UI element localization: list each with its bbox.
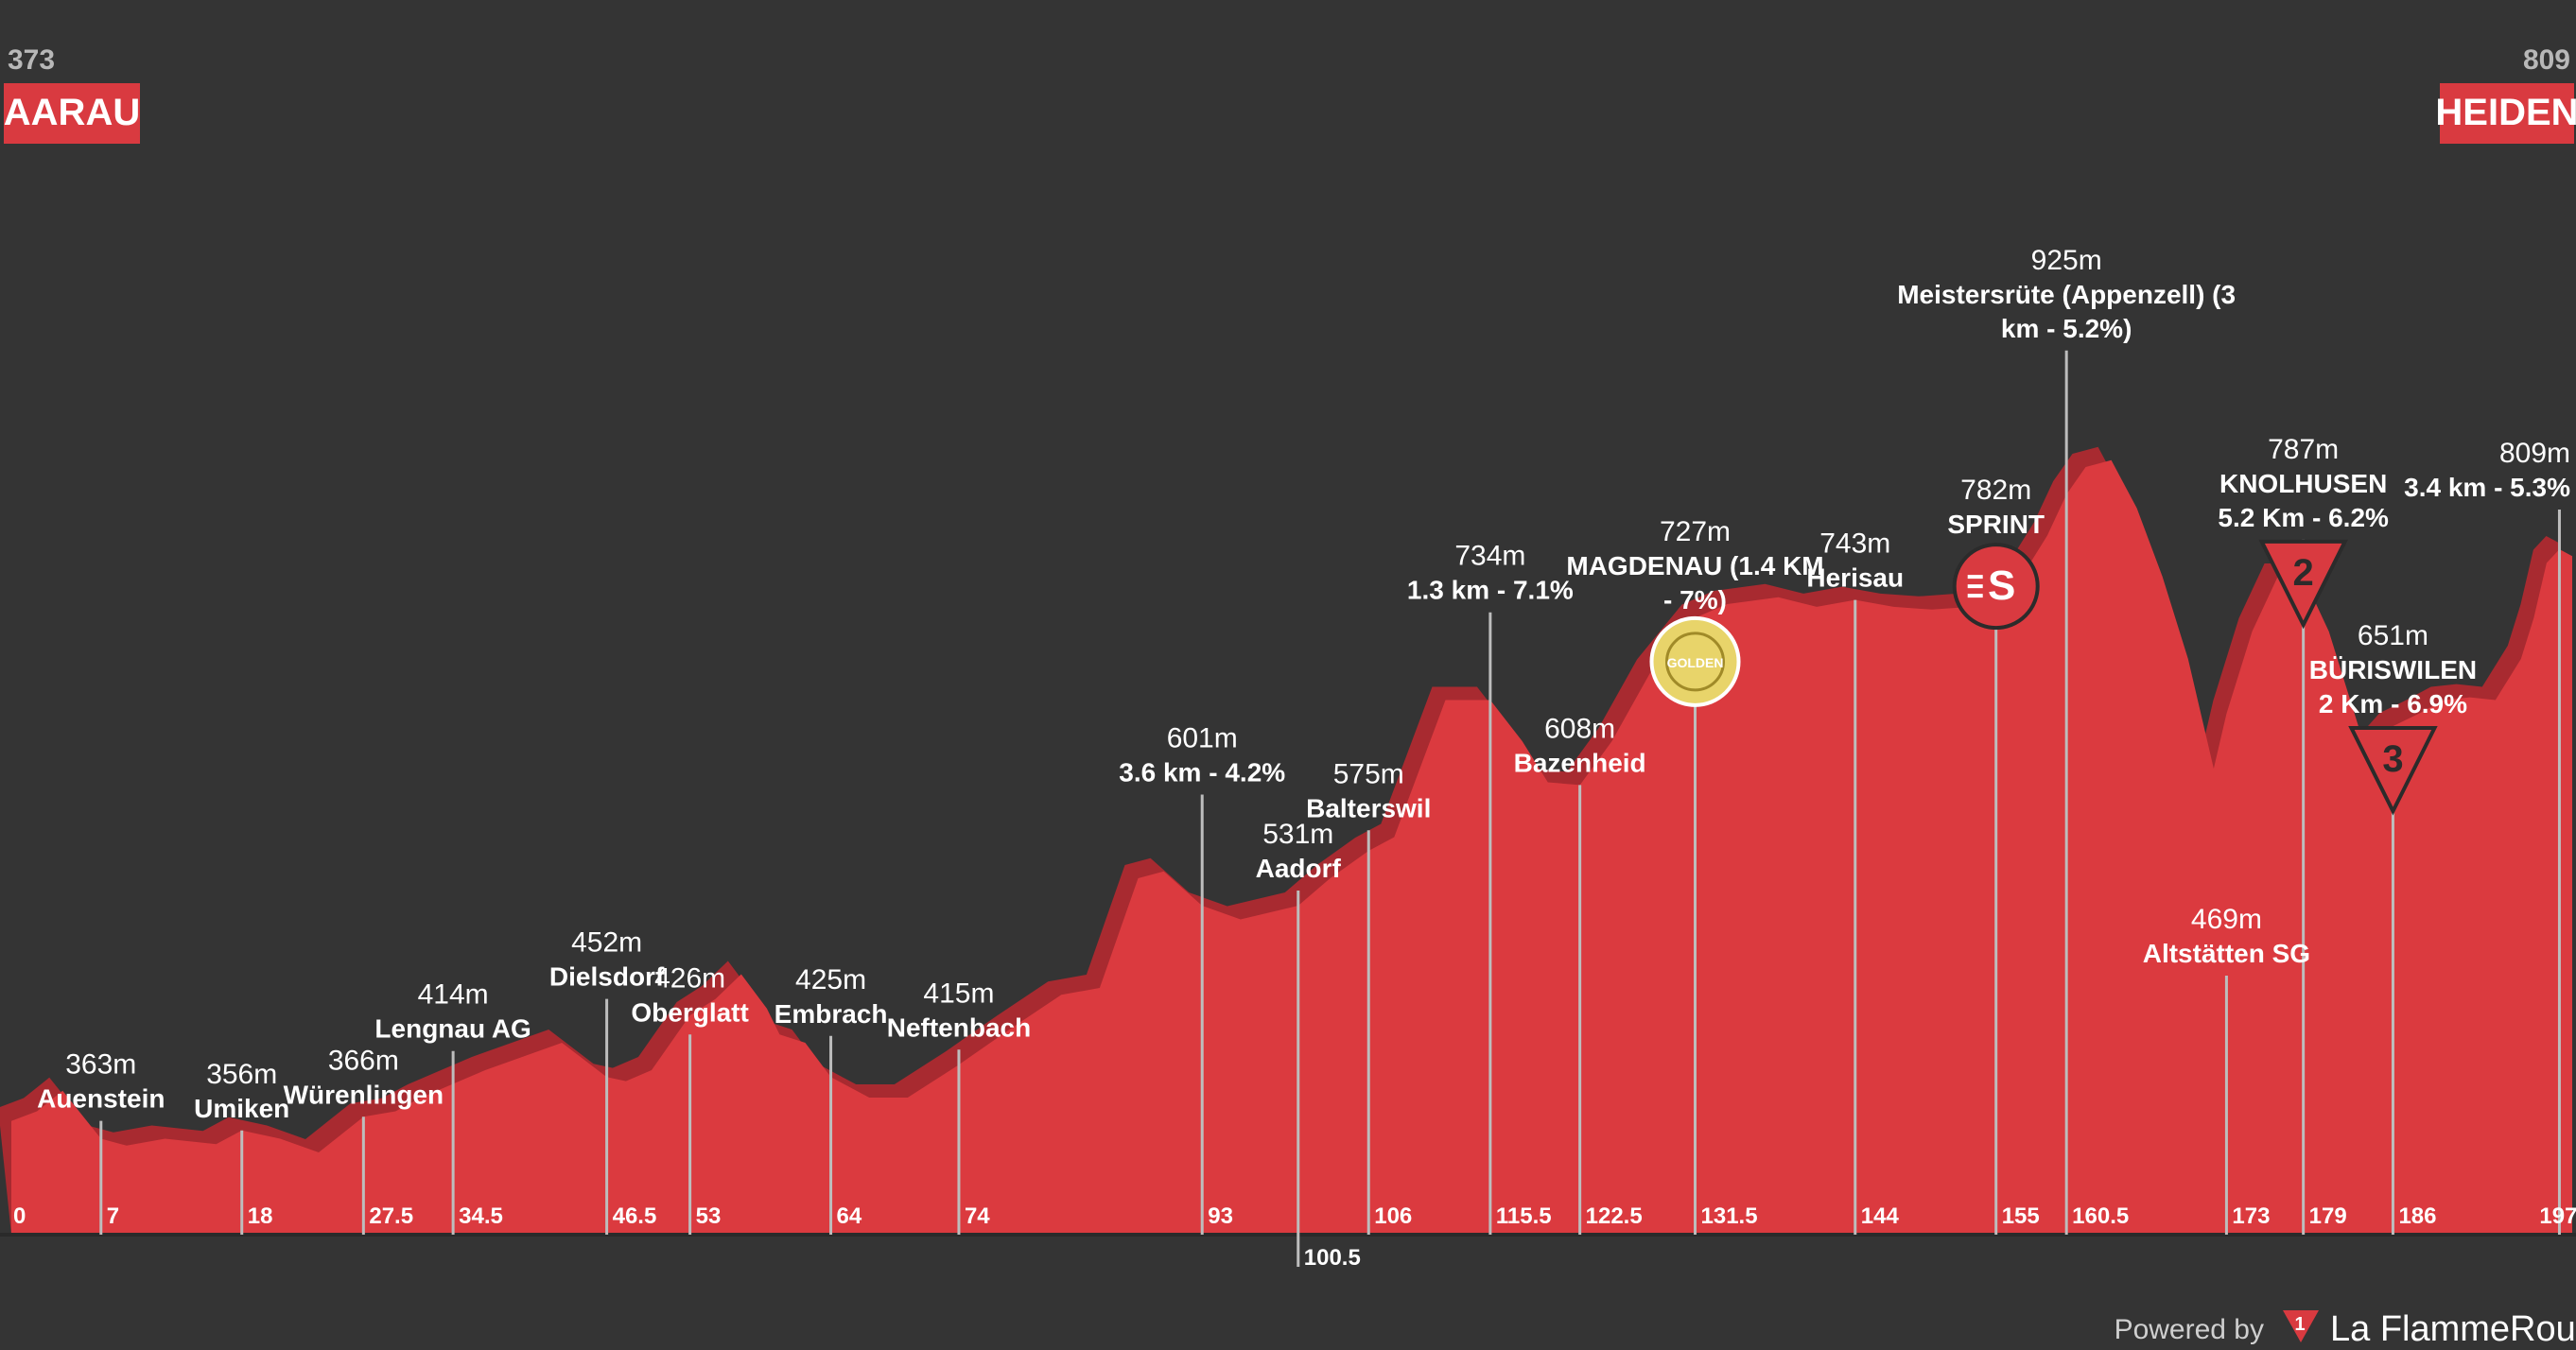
waypoint-elevation: 787m	[2268, 434, 2339, 465]
waypoint-name: Aadorf	[1256, 854, 1342, 883]
km-tick-labels: 0 7 18 27.5 34.5 46.5 53 64 74 93 100.5 106 115.5 122…	[13, 1203, 2576, 1271]
km-tick-label: 160.5	[2072, 1203, 2129, 1229]
waypoint-elevation: 608m	[1544, 713, 1615, 744]
km-tick-label: 179	[2309, 1203, 2347, 1229]
waypoint-name: BÜRISWILEN	[2309, 655, 2477, 684]
waypoint-elevation: 426m	[654, 962, 725, 994]
start-city-box	[4, 83, 140, 144]
waypoint-name: Oberglatt	[631, 997, 748, 1027]
flamme-rouge-logo-icon	[2283, 1310, 2319, 1342]
climb-category-number: 3	[2382, 738, 2403, 780]
km-tick-label: 53	[696, 1203, 722, 1229]
start-city-label: AARAU	[4, 92, 140, 133]
waypoint-name: Herisau	[1806, 563, 1904, 593]
km-tick-label: 122.5	[1586, 1203, 1643, 1229]
km-tick-label: 115.5	[1496, 1203, 1552, 1229]
waypoint-name: Lengnau AG	[374, 1014, 531, 1044]
waypoint-elevation: 651m	[2358, 620, 2428, 651]
waypoint-name: Embrach	[775, 999, 888, 1029]
waypoint-name: 1.3 km - 7.1%	[1407, 576, 1574, 605]
waypoint-elevation: 575m	[1333, 758, 1404, 789]
powered-by-text: Powered by	[2115, 1314, 2264, 1345]
km-tick-label: 46.5	[613, 1203, 657, 1229]
waypoint-elevation: 734m	[1454, 541, 1525, 572]
waypoint-name-line2: km - 5.2%)	[2001, 314, 2132, 343]
finish-city-box	[2440, 83, 2574, 144]
waypoint-icons: GOLDEN S 2 3	[1649, 539, 2438, 816]
waypoint-name: MAGDENAU (1.4 KM	[1566, 551, 1823, 580]
km-tick-label: 34.5	[459, 1203, 503, 1229]
footer-branding: Powered by 1 La FlammeRoug	[2115, 1309, 2576, 1349]
waypoint-elevation: 925m	[2031, 245, 2102, 276]
brand-text: La FlammeRoug	[2330, 1309, 2576, 1349]
waypoint-name: KNOLHUSEN	[2219, 469, 2387, 498]
waypoint-elevation: 356m	[206, 1059, 277, 1090]
waypoint-elevation: 782m	[1960, 475, 2031, 506]
km-tick-label: 27.5	[369, 1203, 413, 1229]
flamme-rouge-logo-numeral: 1	[2294, 1314, 2305, 1335]
waypoint-name: Auenstein	[37, 1084, 165, 1114]
km-tick-label: 131.5	[1701, 1203, 1758, 1229]
waypoint-elevation: 743m	[1819, 528, 1890, 560]
waypoint-elevation: 415m	[923, 978, 994, 1009]
km-tick-label: 64	[837, 1203, 862, 1229]
waypoint-name: Neftenbach	[887, 1012, 1031, 1042]
km-tick-label: 0	[13, 1203, 26, 1229]
climb-cat-3-icon	[2348, 726, 2438, 816]
waypoint-elevation: 601m	[1167, 723, 1238, 754]
waypoint-name: Altstätten SG	[2143, 939, 2310, 968]
waypoint-elevation: 366m	[328, 1045, 399, 1076]
elevation-profile-area	[11, 459, 2572, 1235]
climb-category-number: 2	[2293, 552, 2314, 594]
km-tick-label: 74	[965, 1203, 990, 1229]
waypoint-elevation: 809m	[2499, 438, 2570, 469]
km-tick-label: 144	[1861, 1203, 1900, 1229]
golden-km-icon-ring	[1665, 632, 1726, 692]
climb-cat-2-icon	[2258, 539, 2348, 630]
waypoint-name: Balterswil	[1306, 793, 1431, 822]
km-tick-label: 7	[107, 1203, 119, 1229]
waypoint-name-line2: 5.2 Km - 6.2%	[2218, 503, 2389, 532]
waypoint-elevation: 452m	[571, 927, 642, 959]
waypoint-name: Umiken	[194, 1094, 289, 1123]
waypoint-name-line2: - 7%)	[1663, 585, 1727, 614]
km-tick-label: 186	[2398, 1203, 2436, 1229]
sprint-icon-glyph: S	[1988, 562, 2015, 609]
waypoint-elevation: 531m	[1262, 819, 1333, 850]
start-altitude: 373	[8, 44, 55, 76]
km-tick-label: 106	[1374, 1203, 1412, 1229]
waypoint-name: Meistersrüte (Appenzell) (3	[1897, 280, 2236, 309]
golden-km-icon-text: GOLDEN	[1667, 655, 1724, 670]
km-tick-label: 100.5	[1304, 1245, 1361, 1271]
waypoint-elevation: 414m	[418, 979, 489, 1011]
waypoint-name: Bazenheid	[1514, 748, 1646, 777]
km-tick-label: 93	[1208, 1203, 1233, 1229]
waypoint-name: SPRINT	[1947, 510, 2045, 539]
waypoint-elevation: 363m	[65, 1049, 136, 1081]
finish-city-label: HEIDEN	[2435, 92, 2576, 133]
golden-km-icon	[1649, 615, 1741, 707]
waypoint-elevation: 469m	[2191, 904, 2262, 935]
km-tick-label: 173	[2232, 1203, 2270, 1229]
km-tick-label: 155	[2002, 1203, 2040, 1229]
waypoint-name: 3.4 km - 5.3%	[2404, 473, 2570, 502]
km-tick-label: 18	[248, 1203, 273, 1229]
finish-altitude: 809	[2523, 44, 2570, 76]
waypoint-name: Dielsdorf	[549, 962, 665, 992]
waypoint-name: Würenlingen	[284, 1080, 444, 1109]
waypoint-elevation: 727m	[1660, 516, 1731, 547]
waypoint-name: 3.6 km - 4.2%	[1119, 758, 1285, 788]
waypoint-elevation: 425m	[795, 964, 866, 995]
km-tick-label: 197	[2539, 1203, 2576, 1229]
sprint-icon	[1952, 543, 2040, 631]
waypoint-name-line2: 2 Km - 6.9%	[2319, 689, 2467, 718]
